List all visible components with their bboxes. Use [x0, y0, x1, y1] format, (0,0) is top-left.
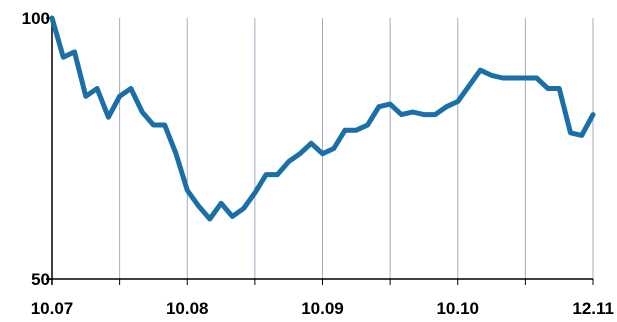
- y-tick-label: 100: [22, 9, 50, 28]
- tick-labels: 100 50 10.07 10.08 10.09 10.10 12.11: [22, 9, 614, 318]
- axes: [46, 17, 594, 285]
- vertical-gridlines: [119, 18, 594, 279]
- x-tick-label: 10.10: [436, 299, 479, 318]
- series-layer: [49, 15, 596, 222]
- x-tick-label: 12.11: [572, 299, 614, 318]
- x-tick-label: 10.07: [31, 299, 74, 318]
- x-tick-label: 10.09: [301, 299, 344, 318]
- x-tick-label: 10.08: [166, 299, 209, 318]
- y-tick-label: 50: [31, 270, 50, 289]
